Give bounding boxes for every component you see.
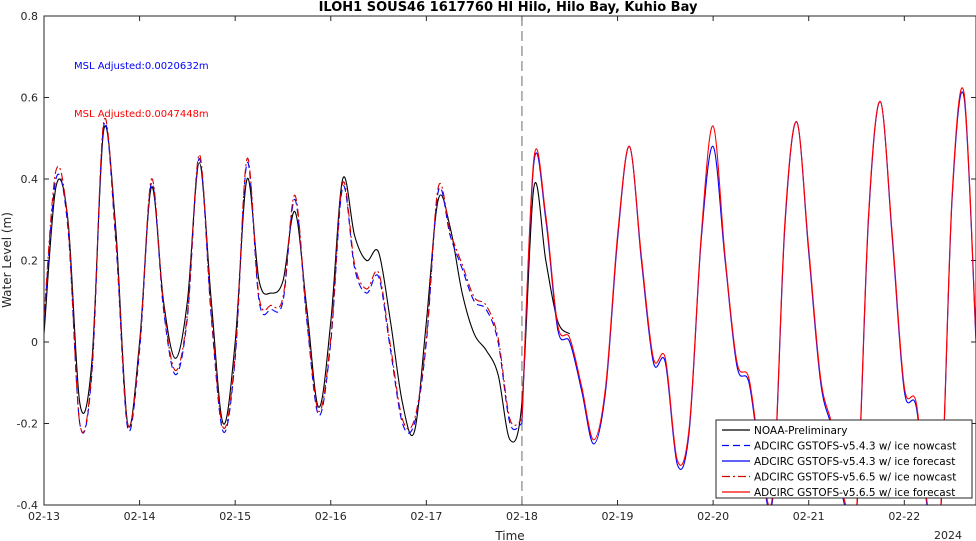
chart-title: ILOH1 SOUS46 1617760 HI Hilo, Hilo Bay, … [319, 0, 698, 15]
plot-frame [43, 15, 976, 506]
legend-label-0: NOAA-Preliminary [754, 425, 847, 437]
msl-adjusted-annotation-red: MSL Adjusted:0.0047448m [74, 109, 209, 120]
y-tick-label: 0 [31, 336, 38, 349]
x-tick-label: 02-16 [315, 510, 347, 523]
y-tick-label: -0.4 [17, 499, 38, 512]
x-axis-label: Time [494, 529, 524, 541]
legend: NOAA-Preliminary ADCIRC GSTOFS-v5.4.3 w/ … [715, 419, 973, 499]
legend-label-1: ADCIRC GSTOFS-v5.4.3 w/ ice nowcast [754, 441, 956, 453]
legend-label-3: ADCIRC GSTOFS-v5.6.5 w/ ice nowcast [754, 472, 956, 484]
year-label: 2024 [934, 529, 962, 541]
x-tick-label: 02-19 [602, 510, 634, 523]
x-tick-label: 02-22 [888, 510, 920, 523]
legend-label-2: ADCIRC GSTOFS-v5.4.3 w/ ice forecast [754, 456, 955, 468]
legend-label-4: ADCIRC GSTOFS-v5.6.5 w/ ice forecast [754, 487, 955, 499]
x-tick-label: 02-15 [219, 510, 251, 523]
y-axis-label: Water Level (m) [0, 212, 14, 308]
msl-adjusted-annotation-blue: MSL Adjusted:0.0020632m [74, 61, 209, 72]
y-tick-label: 0.4 [21, 173, 39, 186]
legend-box [715, 419, 973, 499]
x-tick-label: 02-20 [697, 510, 729, 523]
x-tick-label: 02-17 [410, 510, 442, 523]
x-axis-ticks: 02-13 02-14 02-15 02-16 02-17 02-18 02-19 02-20… [28, 16, 920, 523]
x-tick-label: 02-14 [124, 510, 156, 523]
x-tick-label: 02-18 [506, 510, 538, 523]
y-tick-label: 0.2 [21, 255, 39, 268]
x-tick-label: 02-13 [28, 510, 60, 523]
y-tick-label: 0.6 [21, 92, 39, 105]
x-tick-label: 02-21 [793, 510, 825, 523]
y-tick-label: -0.2 [17, 418, 38, 431]
series-line-3 [44, 118, 523, 434]
y-tick-label: 0.8 [21, 10, 39, 23]
y-axis-ticks: -0.4 -0.2 0 0.2 0.4 0.6 0.8 [17, 10, 976, 512]
